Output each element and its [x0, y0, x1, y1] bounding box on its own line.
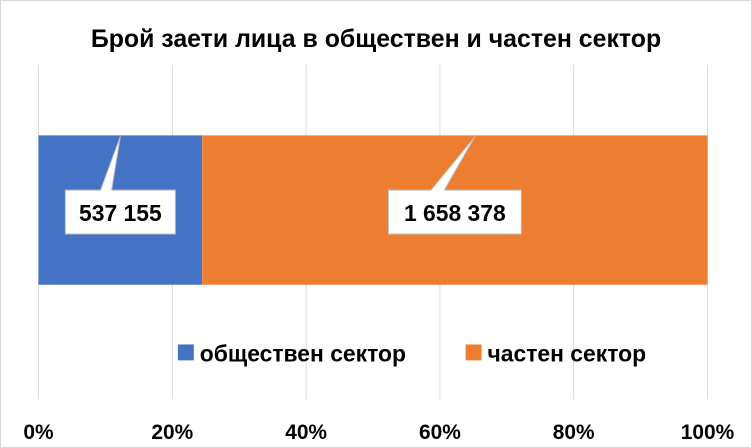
- legend-label: обществен сектор: [200, 340, 406, 366]
- data-labels: 537 155 1 658 378: [64, 136, 522, 235]
- data-label-callout: [64, 136, 176, 235]
- legend: обществен сектор частен сектор: [177, 340, 647, 366]
- x-tick-label: 0%: [23, 421, 54, 444]
- x-tick-label: 80%: [553, 421, 595, 444]
- data-label: 537 155: [79, 200, 162, 226]
- legend-swatch: [177, 344, 194, 361]
- data-label-callout: [387, 136, 522, 235]
- data-label: 1 658 378: [404, 200, 506, 226]
- x-tick-label: 60%: [419, 421, 461, 444]
- legend-swatch: [465, 344, 482, 361]
- x-axis-ticks: 0% 20% 40% 60% 80% 100%: [23, 421, 734, 444]
- x-tick-label: 40%: [285, 421, 327, 444]
- legend-label: частен сектор: [488, 340, 647, 366]
- chart-title: Брой заети лица в обществен и частен сек…: [91, 25, 661, 53]
- x-tick-label: 100%: [681, 421, 735, 444]
- x-tick-label: 20%: [151, 421, 193, 444]
